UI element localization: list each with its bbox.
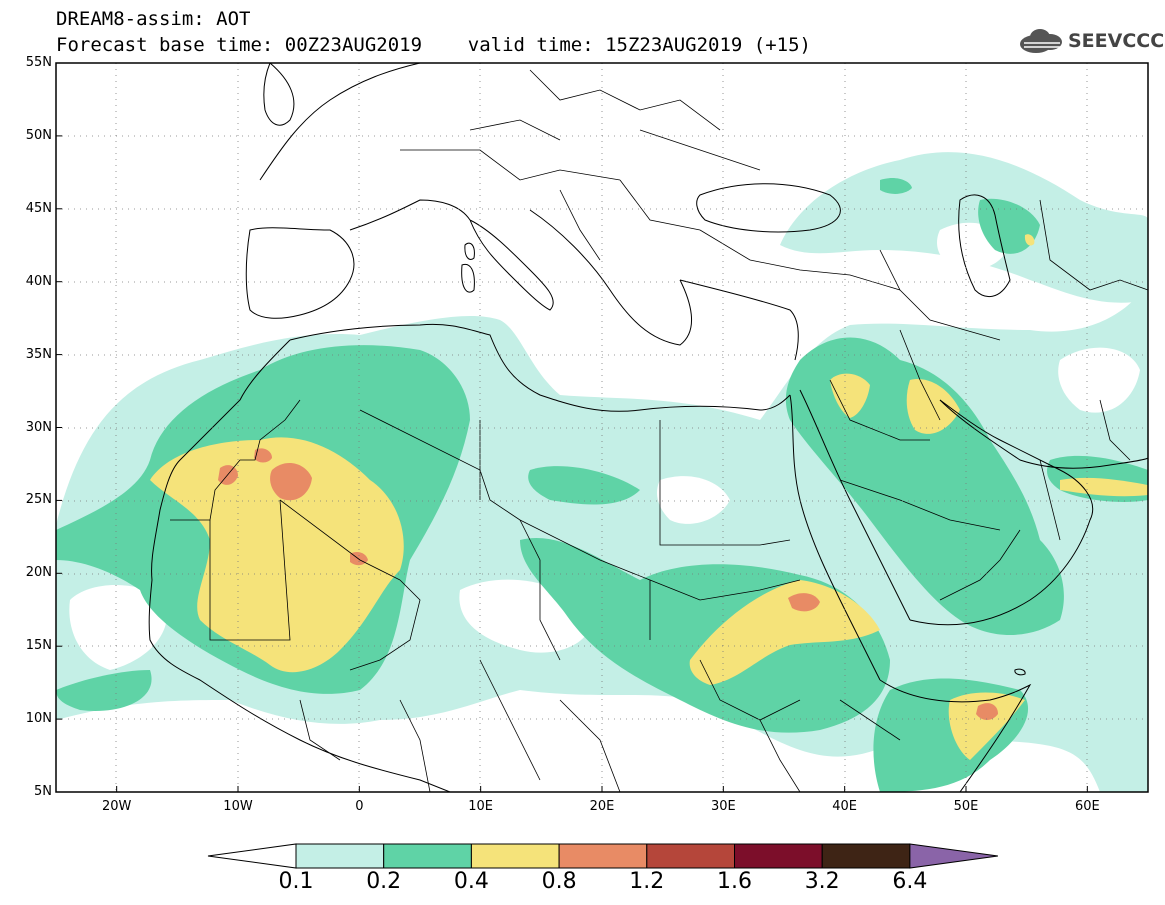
- lon-label: 30E: [710, 799, 736, 814]
- colorbar-label: 1.2: [629, 869, 665, 894]
- aot-map: [55, 62, 1149, 793]
- colorbar-min-arrow: [207, 843, 297, 869]
- lon-label: 20E: [589, 799, 615, 814]
- lon-label: 20W: [101, 799, 132, 814]
- colorbar-label: 1.6: [717, 869, 752, 894]
- colorbar-swatch: [646, 843, 735, 869]
- colorbar-label: 0.8: [541, 869, 577, 894]
- lat-label: 50N: [25, 127, 52, 143]
- aot-level-0-4-area: [150, 234, 1148, 760]
- lat-label: 5N: [34, 784, 52, 799]
- lon-label: 0: [355, 799, 364, 814]
- colorbar-label: 3.2: [804, 869, 840, 894]
- map-grid: [56, 63, 1148, 792]
- lat-label: 20N: [25, 565, 52, 581]
- lat-label: 45N: [25, 200, 52, 216]
- colorbar-swatch: [821, 843, 911, 869]
- forecast-time-subtitle: Forecast base time: 00Z23AUG2019 valid t…: [56, 34, 811, 56]
- colorbar-swatch: [383, 843, 472, 869]
- lon-label: 10E: [468, 799, 494, 814]
- coastlines: [148, 63, 1148, 792]
- lat-label: 30N: [25, 419, 52, 435]
- colorbar-swatch: [295, 843, 385, 869]
- colorbar-swatch: [470, 843, 560, 869]
- lat-label: 15N: [25, 638, 52, 654]
- lon-label: 50E: [953, 799, 979, 814]
- colorbar-max-arrow: [909, 843, 998, 869]
- country-borders: [170, 69, 1148, 792]
- lon-label: 40E: [832, 799, 858, 814]
- map-title: DREAM8-assim: AOT: [56, 8, 251, 30]
- lat-label: 40N: [25, 273, 52, 289]
- lat-label: 10N: [25, 711, 52, 727]
- lon-label: 60E: [1074, 799, 1100, 814]
- lat-label: 35N: [25, 346, 52, 362]
- logo-text: SEEVCCC: [1068, 30, 1165, 52]
- colorbar-label: 6.4: [892, 869, 928, 894]
- colorbar-label: 0.2: [366, 869, 402, 894]
- colorbar-label: 0.4: [453, 869, 489, 894]
- lat-label: 25N: [25, 492, 52, 508]
- lon-label: 10W: [223, 799, 253, 814]
- colorbar-swatch: [558, 843, 648, 869]
- colorbar-label: 0.1: [278, 869, 314, 894]
- lat-label: 55N: [25, 55, 52, 70]
- colorbar-swatch: [734, 843, 823, 869]
- cloud-logo-icon: [1020, 29, 1062, 53]
- aot-level-0-8-area: [218, 448, 998, 720]
